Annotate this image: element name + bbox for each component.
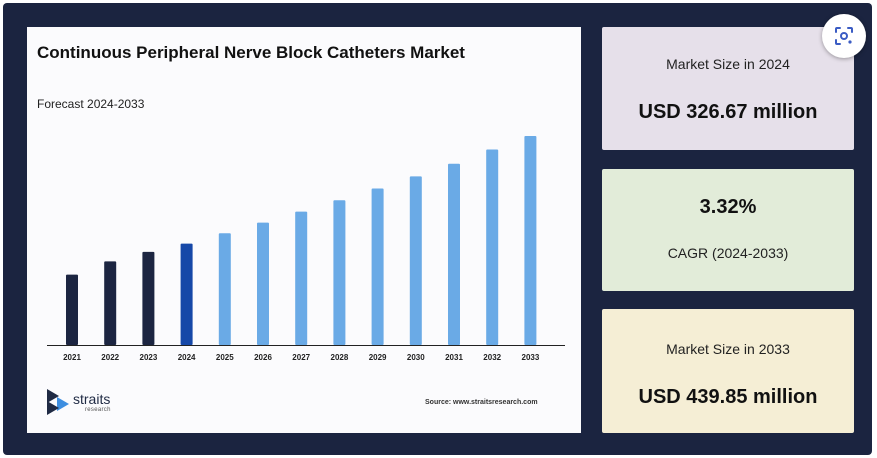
infographic-frame: Continuous Peripheral Nerve Block Cathet… [3,3,872,455]
x-tick-label-2025: 2025 [216,353,234,362]
x-tick-label-2026: 2026 [254,353,272,362]
chart-subtitle: Forecast 2024-2033 [37,97,145,111]
x-tick-label-2027: 2027 [292,353,310,362]
x-tick-label-2029: 2029 [369,353,387,362]
brand-subtitle: research [85,407,111,413]
x-tick-label-2021: 2021 [63,353,81,362]
x-tick-label-2032: 2032 [483,353,501,362]
bar-chart: 2021 2022 2023 2024 2025 2026 2027 2028 2029 2030… [47,136,565,362]
x-tick-label-2022: 2022 [101,353,119,362]
bar-2025 [218,233,231,345]
cagr-label: CAGR (2024-2033) [667,245,789,261]
bar-2021 [66,274,78,345]
bar-2023 [142,251,155,345]
brand-name: straits [73,391,111,407]
market-size-2033-card: Market Size in 2033 USD 439.85 million [602,309,854,433]
bar-2031 [448,163,460,345]
market-size-2033-label: Market Size in 2033 [666,341,790,357]
bar-2032 [486,149,499,345]
x-tick-label-2031: 2031 [445,353,463,362]
chart-panel: Continuous Peripheral Nerve Block Cathet… [27,27,581,433]
chart-title: Continuous Peripheral Nerve Block Cathet… [37,43,465,62]
market-size-2024-value: USD 326.67 million [638,101,818,123]
market-size-2024-label: Market Size in 2024 [666,56,790,72]
cagr-card: 3.32% CAGR (2024-2033) [602,169,854,291]
market-size-2024-card: Market Size in 2024 USD 326.67 million [602,27,854,150]
x-tick-label-2028: 2028 [331,353,349,362]
lens-icon [835,27,853,45]
x-tick-label-2024: 2024 [178,353,196,362]
bar-2030 [409,176,422,345]
straits-logo [47,389,69,415]
cagr-value: 3.32% [699,196,757,218]
bar-2028 [333,200,346,345]
bar-2033 [524,136,537,345]
bar-2026 [257,222,269,345]
x-tick-label-2033: 2033 [522,353,540,362]
bar-2024 [180,243,193,345]
x-tick-label-2030: 2030 [407,353,425,362]
bar-2029 [371,188,384,345]
visual-search-button[interactable] [822,14,866,58]
market-size-2033-value: USD 439.85 million [638,386,818,408]
bar-2022 [104,261,117,345]
source-note: Source: www.straitsresearch.com [425,399,538,406]
x-tick-label-2023: 2023 [140,353,158,362]
bar-2027 [295,211,308,345]
